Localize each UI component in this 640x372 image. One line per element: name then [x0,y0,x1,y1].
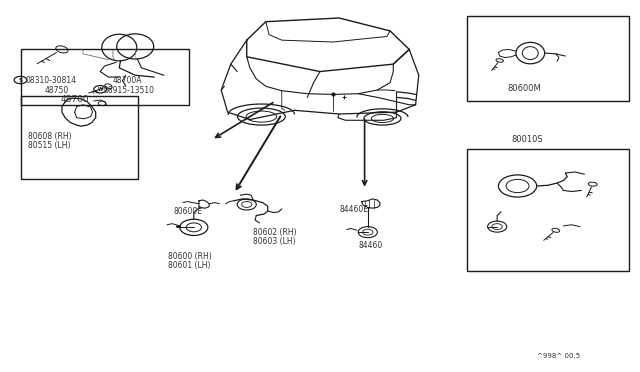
Text: 80600 (RH): 80600 (RH) [168,251,212,261]
Bar [20,49,189,105]
Circle shape [176,225,181,228]
Bar [20,96,138,179]
Text: 48750: 48750 [45,86,69,94]
Text: 48700A: 48700A [113,76,143,85]
Text: 08310-30814: 08310-30814 [26,76,77,85]
Text: 08915-13510: 08915-13510 [103,86,154,94]
Text: S: S [19,77,22,83]
Bar [467,16,629,101]
Text: 84460: 84460 [358,241,383,250]
Text: 48700: 48700 [60,95,89,104]
Text: 80601 (LH): 80601 (LH) [168,261,211,270]
Text: 80608 (RH): 80608 (RH) [28,132,72,141]
Bar [467,149,629,271]
Text: 80602 (RH): 80602 (RH) [253,228,297,237]
Text: W: W [97,87,103,92]
Text: 80600M: 80600M [507,84,541,93]
Text: ^998^ 00.5: ^998^ 00.5 [537,353,580,359]
Text: 80010S: 80010S [511,135,543,144]
Text: 84460E: 84460E [339,205,368,215]
Text: 80515 (LH): 80515 (LH) [28,141,70,150]
Text: 80600E: 80600E [173,207,202,217]
Text: 80603 (LH): 80603 (LH) [253,237,296,246]
